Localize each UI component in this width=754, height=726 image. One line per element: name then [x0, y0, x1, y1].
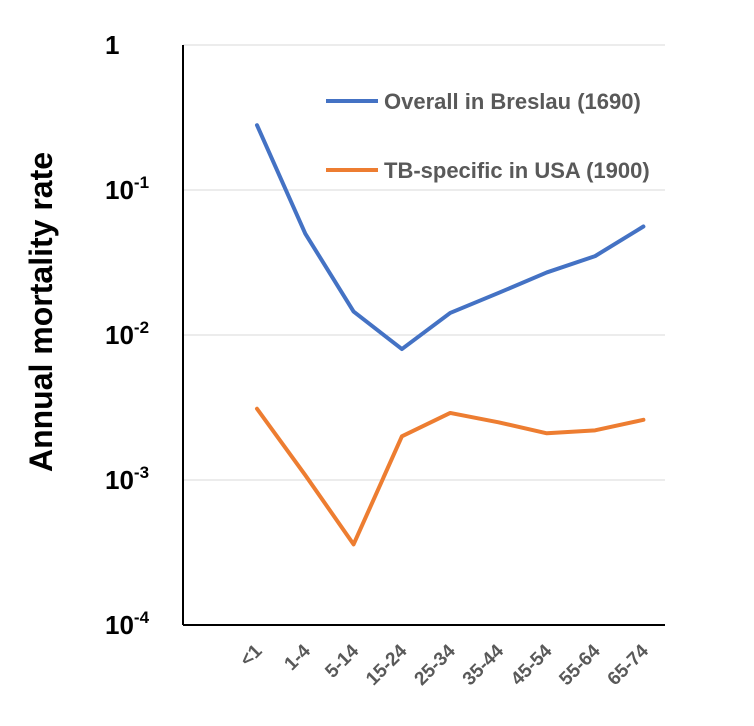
x-tick-label: 15-24 [362, 640, 412, 690]
x-tick-label: 35-44 [459, 640, 509, 690]
y-tick-label: 10-3 [105, 463, 149, 495]
series-line-1 [255, 123, 646, 352]
y-tick-label: 10-1 [105, 173, 149, 205]
x-tick-label: 65-74 [604, 640, 654, 690]
series-lines [255, 123, 646, 547]
x-tick-label: 1-4 [281, 640, 316, 675]
y-tick-label: 10-4 [105, 608, 150, 640]
x-tick-labels: <1 1-4 5-14 15-24 25-34 35-44 45-54 55-64 65-74 [236, 640, 653, 690]
legend: Overall in Breslau (1690) TB-specific in … [326, 89, 650, 183]
axes [182, 45, 665, 626]
x-tick-label: 5-14 [321, 640, 363, 682]
x-tick-label: 55-64 [555, 640, 605, 690]
series-line-2 [255, 406, 646, 547]
x-tick-label: 25-34 [411, 640, 461, 690]
y-tick-label: 10-2 [105, 318, 149, 350]
y-axis-label: Annual mortality rate [23, 152, 59, 472]
y-tick-labels: 1 10-1 10-2 10-3 10-4 [105, 30, 150, 640]
x-tick-label: <1 [236, 640, 266, 670]
x-tick-label: 45-54 [507, 640, 557, 690]
y-tick-label: 1 [105, 30, 119, 60]
legend-label-1: Overall in Breslau (1690) [384, 89, 641, 114]
legend-label-2: TB-specific in USA (1900) [384, 158, 650, 183]
